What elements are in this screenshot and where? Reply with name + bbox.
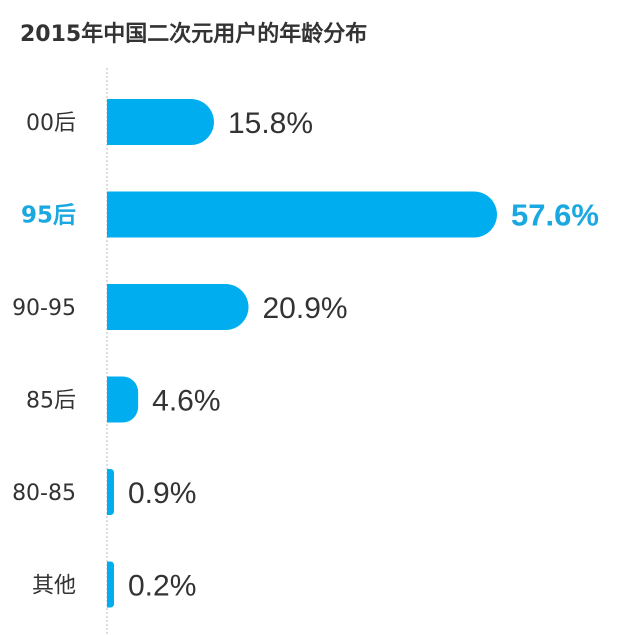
value-label: 0.9% bbox=[128, 477, 196, 510]
category-label: 其他 bbox=[32, 574, 76, 599]
category-label: 90-95 bbox=[12, 296, 76, 321]
value-label: 57.6% bbox=[511, 198, 599, 233]
category-label: 95后 bbox=[21, 203, 76, 229]
category-label: 00后 bbox=[26, 111, 76, 136]
value-label: 15.8% bbox=[228, 107, 313, 140]
category-label: 80-85 bbox=[12, 481, 76, 506]
bar-1 bbox=[107, 191, 497, 238]
category-label: 85后 bbox=[26, 389, 76, 414]
bar-4 bbox=[107, 469, 114, 515]
bar-2 bbox=[107, 284, 249, 330]
chart-title: 2015年中国二次元用户的年龄分布 bbox=[20, 22, 368, 47]
bar-3 bbox=[107, 376, 139, 423]
bar-5 bbox=[107, 561, 114, 608]
value-label: 0.2% bbox=[128, 570, 196, 603]
value-label: 20.9% bbox=[263, 292, 348, 325]
bar-0 bbox=[107, 99, 214, 145]
bars-group: 00后 15.8% 95后 57.6% 90-95 20.9% 85后 4.6% 80-85 0.… bbox=[12, 99, 599, 608]
value-label: 4.6% bbox=[152, 385, 220, 418]
